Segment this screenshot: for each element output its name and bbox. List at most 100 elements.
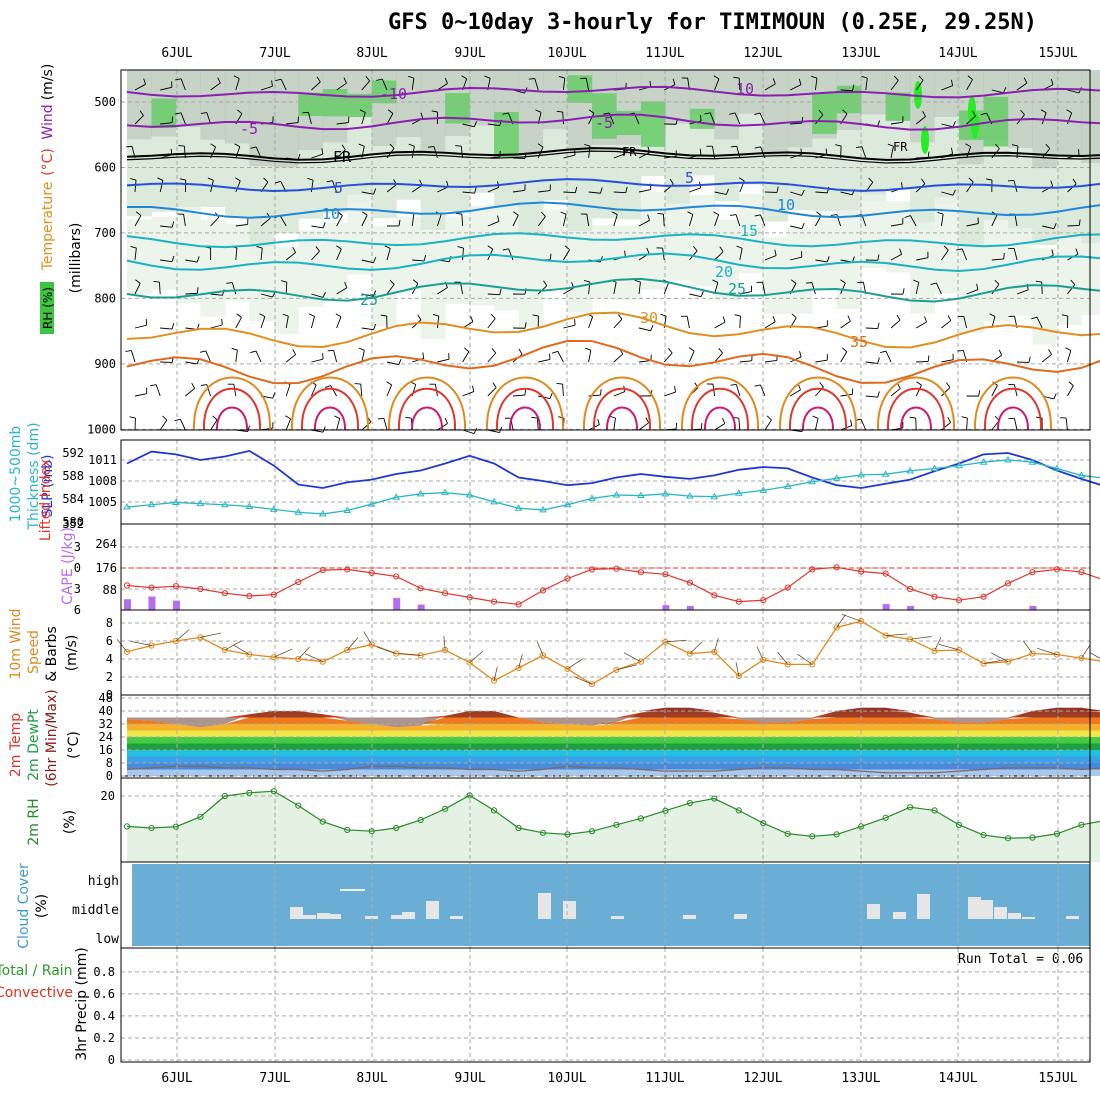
wind-barb-shaft [285,252,296,261]
pressure-tick-label: 800 [94,291,116,305]
wind-barb-flag [179,178,186,181]
wind-barb-shaft [437,287,448,295]
wind-barb-shaft [941,422,951,431]
wind-barb-shaft [688,350,695,363]
wind-barb-flag [980,112,987,116]
rh-shade-upper [1056,70,1082,156]
rh-shade-upper [273,70,299,168]
wind-barb-shaft [134,283,141,295]
rh-shade-upper [518,70,544,155]
rh-shade-upper [714,70,740,140]
wind-barb-flag [736,245,743,249]
rh-shade-mid [812,138,838,212]
wind-barb [777,651,789,665]
wind-barb-flag [150,384,157,387]
cape-tick-label: 88 [103,583,117,597]
wind-barb-shaft [840,89,853,92]
wind-barb-shaft [1014,418,1018,431]
contour-label: 10 [322,205,340,223]
rh-shade-upper [469,70,495,126]
wind-barb-shaft [916,360,929,363]
wind-barb-flag [217,77,221,84]
wind-barb-flag [1031,316,1038,320]
contour-label: FR [333,148,352,166]
thickness-tick-label: 580 [62,515,84,529]
wind-barb-flag [250,350,257,354]
cape-bar [907,605,915,610]
wind-barb-flag [560,211,567,215]
lifted-index-marker-36 [1004,580,1012,587]
rh-shade-mid [518,154,544,235]
wind-barb-flag [535,109,542,113]
wind-barb-shaft [738,418,741,431]
wind-barb-flag [909,416,916,419]
wind-barb-shaft [916,257,929,261]
wind-barb-flag [704,112,711,115]
wind-barb [797,653,813,665]
bottom-x-tick-label: 12JUL [743,1071,782,1086]
wind-barb-flag [902,288,905,295]
wind-barb-flag [947,416,952,423]
wind-barb-shaft [185,388,195,397]
wind-barb-shaft [562,78,566,91]
wind-barb-shaft [538,190,551,193]
wind-barb-flag [373,290,377,297]
wind-speed-marker-23 [686,650,693,657]
rh-shade-low [983,219,1009,322]
freezing-label: FR [622,145,637,159]
wind-barb [346,637,359,651]
wind-barb-shaft [764,255,777,261]
rh-shade-mid [1032,168,1058,246]
wind-barb-shaft [586,214,590,227]
rh2m-marker-7 [295,802,302,809]
lifted-index-marker-39 [1078,569,1085,576]
thickness-marker-21 [637,491,645,499]
wind-barb-shaft [285,384,291,397]
temp-tick-label: 8 [106,756,113,770]
wind-barb-shaft [815,114,824,125]
wind-barb-shaft [663,352,673,363]
wind-barb-shaft [735,384,741,397]
wind-barb-flag [196,287,199,294]
wind-barb-shaft [588,113,595,125]
wind-barb-flag [880,350,887,354]
rh-shade-low [224,223,250,301]
rh-shade-mid [371,146,397,219]
wind-barb-flag [365,75,370,82]
wind-barb-shaft [941,387,951,397]
wind-barb-shaft [991,214,998,227]
bottom-x-tick-label: 8JUL [356,1071,387,1086]
wind-barb-shaft [487,318,496,329]
rh2m-marker-13 [442,805,449,812]
wind-barb-flag [408,143,415,147]
rh-shade-mid [1056,155,1082,239]
thickness-marker-10 [367,500,376,507]
cloud-bar-middle [683,915,696,919]
wind-barb-flag [162,415,168,421]
thickness-marker-0 [123,503,131,510]
wind-speed-marker-21 [637,658,645,665]
wind-barb-flag [805,282,813,284]
wind-barb [493,666,498,681]
wind-barb-shaft [865,327,878,330]
rh-shade-low [763,237,789,315]
hot-loop-red [495,387,555,431]
rh2m-marker-8 [319,818,326,825]
wind-barb-flag [473,121,478,127]
wind-barb-shaft [966,79,973,91]
rh-shade-low [1081,242,1100,316]
hot-loop-magenta [410,406,444,431]
wind-barb-shaft [915,282,920,295]
temperature-axis-label: Temperature [40,182,56,272]
rh-shade-low [298,230,324,308]
wind-barb-flag [549,253,552,260]
top-x-tick-label: 15JUL [1038,46,1077,61]
wind-barb-shaft [563,249,570,261]
wind-barb-shaft [613,214,618,227]
wind-barb-shaft [538,359,551,363]
wind-barb-flag [322,291,326,298]
precip-axis-label: 3hr Precip (mm) [74,947,90,1060]
li-tick-label: 3 [74,582,81,596]
thickness-tick-label: 588 [62,469,84,483]
wind-barb-shaft [588,316,594,329]
